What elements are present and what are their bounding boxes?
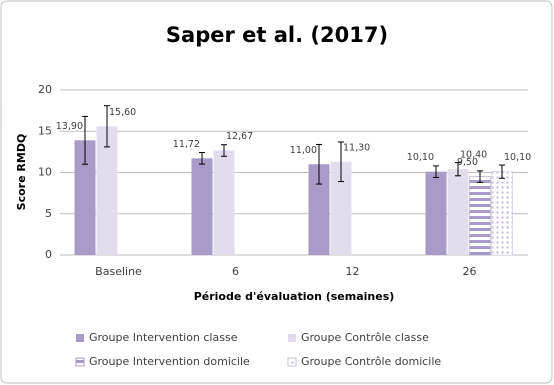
bar bbox=[447, 169, 469, 255]
error-bar bbox=[455, 162, 461, 177]
y-tick-label: 15 bbox=[38, 124, 52, 137]
value-label: 10,10 bbox=[407, 152, 434, 163]
bar bbox=[213, 150, 235, 255]
legend-swatch bbox=[76, 334, 84, 342]
error-bar bbox=[433, 165, 439, 178]
bar bbox=[74, 140, 96, 255]
legend-label: Groupe Intervention classe bbox=[89, 331, 238, 344]
bar bbox=[469, 176, 491, 256]
error-bar bbox=[221, 144, 227, 157]
legend-swatch bbox=[75, 357, 85, 367]
error-bar bbox=[199, 152, 205, 165]
value-label: 12,67 bbox=[226, 131, 253, 142]
chart-title: Saper et al. (2017) bbox=[166, 23, 388, 47]
value-label: 15,60 bbox=[109, 107, 136, 118]
value-label: 11,00 bbox=[290, 145, 317, 156]
legend-label: Groupe Contrôle domicile bbox=[301, 355, 441, 368]
y-tick-label: 20 bbox=[38, 83, 52, 96]
error-bar bbox=[499, 164, 505, 179]
bar bbox=[330, 161, 352, 255]
y-tick-label: 5 bbox=[45, 207, 52, 220]
legend-swatch bbox=[288, 334, 296, 342]
error-bar bbox=[316, 143, 322, 185]
legend-label: Groupe Intervention domicile bbox=[89, 355, 250, 368]
x-tick-label: 26 bbox=[463, 265, 477, 278]
y-tick-label: 0 bbox=[45, 248, 52, 261]
error-bar bbox=[82, 115, 88, 165]
y-tick-label: 10 bbox=[38, 166, 52, 179]
error-bar bbox=[104, 105, 110, 148]
bar bbox=[191, 158, 213, 255]
value-label: 11,72 bbox=[173, 139, 200, 150]
value-label: 13,90 bbox=[56, 121, 83, 132]
value-label: 9,50 bbox=[457, 157, 478, 168]
bar bbox=[308, 164, 330, 255]
error-bar bbox=[477, 170, 483, 183]
bar bbox=[96, 126, 118, 255]
bar bbox=[491, 171, 513, 256]
y-axis-title: Score RMDQ bbox=[15, 134, 28, 211]
value-label: 10,40 bbox=[460, 150, 487, 161]
error-bar bbox=[338, 141, 344, 183]
x-tick-label: 12 bbox=[346, 265, 360, 278]
value-label: 10,10 bbox=[504, 152, 531, 163]
legend-swatch bbox=[287, 357, 297, 367]
value-label: 11,30 bbox=[343, 142, 370, 153]
legend-label: Groupe Contrôle classe bbox=[301, 331, 429, 344]
x-axis-title: Période d'évaluation (semaines) bbox=[194, 290, 395, 303]
x-tick-label: Baseline bbox=[95, 265, 142, 278]
bar bbox=[425, 171, 447, 255]
x-tick-label: 6 bbox=[232, 265, 239, 278]
